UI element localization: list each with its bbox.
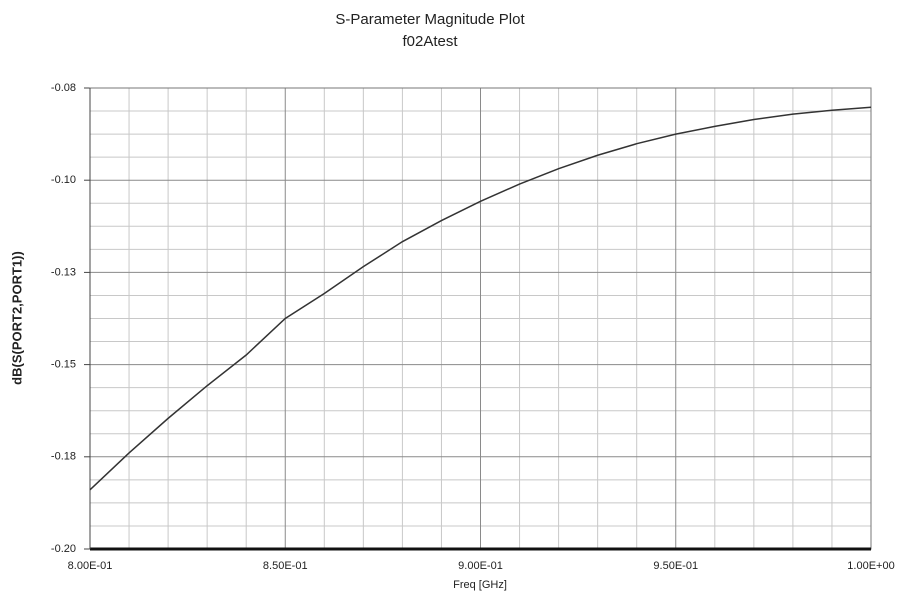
y-axis-label: dB(S(PORT2,PORT1)): [9, 251, 24, 385]
chart-title: S-Parameter Magnitude Plot: [335, 11, 525, 28]
y-tick-label: -0.20: [51, 543, 76, 555]
y-tick-label: -0.15: [51, 359, 76, 371]
x-tick-label: 9.50E-01: [653, 560, 698, 572]
x-tick-label: 1.00E+00: [847, 560, 894, 572]
x-tick-label: 8.00E-01: [68, 560, 113, 572]
y-tick-label: -0.18: [51, 451, 76, 463]
data-line: [89, 106, 872, 491]
x-axis-label: Freq [GHz]: [453, 579, 507, 591]
x-tick-label: 8.50E-01: [263, 560, 308, 572]
y-tick-label: -0.08: [51, 82, 76, 94]
x-tick-label: 9.00E-01: [458, 560, 503, 572]
y-tick-label: -0.13: [51, 266, 76, 278]
y-tick-label: -0.10: [51, 174, 76, 186]
chart-subtitle: f02Atest: [402, 33, 458, 50]
